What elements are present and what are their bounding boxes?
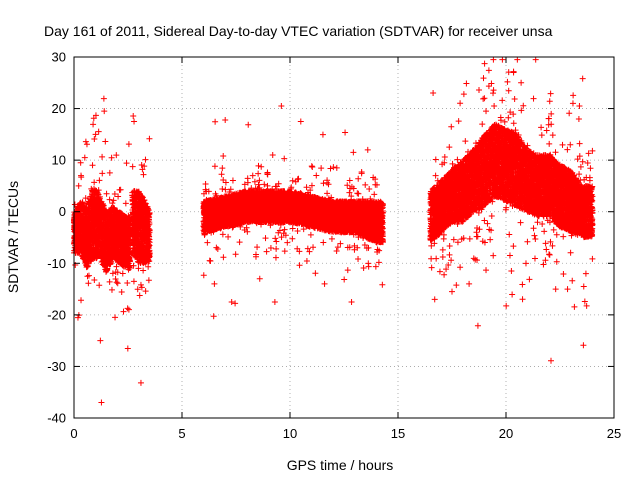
data-point bbox=[106, 169, 113, 176]
data-point bbox=[75, 182, 82, 189]
data-point bbox=[220, 153, 227, 160]
data-point bbox=[108, 286, 115, 293]
data-point bbox=[96, 282, 103, 289]
data-point bbox=[200, 272, 207, 279]
data-point bbox=[202, 181, 209, 188]
data-point bbox=[99, 170, 106, 177]
data-point bbox=[219, 185, 226, 192]
data-point bbox=[251, 178, 258, 185]
data-point bbox=[122, 200, 129, 207]
data-point bbox=[145, 277, 152, 284]
data-point bbox=[91, 277, 98, 284]
data-point bbox=[140, 171, 147, 178]
data-point bbox=[225, 233, 232, 240]
data-point bbox=[83, 141, 90, 148]
data-point bbox=[212, 118, 219, 125]
data-point bbox=[119, 270, 126, 277]
data-point bbox=[204, 239, 211, 246]
data-point bbox=[78, 297, 85, 304]
data-point bbox=[130, 113, 137, 120]
data-point bbox=[222, 117, 229, 124]
data-point bbox=[78, 174, 85, 181]
data-point bbox=[99, 153, 106, 160]
chart-title: Day 161 of 2011, Sidereal Day-to-day VTE… bbox=[44, 23, 553, 39]
data-point bbox=[125, 306, 132, 313]
data-point bbox=[96, 177, 103, 184]
grid-lines bbox=[74, 57, 614, 418]
data-point bbox=[130, 278, 137, 285]
data-point bbox=[82, 195, 89, 202]
data-point bbox=[77, 159, 84, 166]
data-point bbox=[227, 186, 234, 193]
data-point bbox=[219, 231, 226, 238]
data-point bbox=[123, 160, 130, 167]
data-point bbox=[106, 196, 113, 203]
data-point bbox=[125, 141, 132, 148]
data-point bbox=[245, 121, 252, 128]
data-point bbox=[142, 156, 149, 163]
data-point bbox=[91, 136, 98, 143]
data-point bbox=[71, 201, 78, 208]
data-point bbox=[113, 279, 120, 286]
data-point bbox=[91, 179, 98, 186]
data-point bbox=[218, 171, 225, 178]
data-point bbox=[129, 163, 136, 170]
data-point bbox=[102, 138, 109, 145]
data-point bbox=[103, 190, 110, 197]
data-point bbox=[213, 244, 220, 251]
data-point bbox=[146, 135, 153, 142]
data-point bbox=[117, 186, 124, 193]
data-point bbox=[220, 254, 227, 261]
data-point bbox=[210, 313, 217, 320]
data-point bbox=[118, 289, 125, 296]
data-point bbox=[85, 280, 92, 287]
data-point bbox=[207, 257, 214, 264]
data-point bbox=[109, 270, 116, 277]
data-point bbox=[90, 121, 97, 128]
data-point bbox=[232, 300, 239, 307]
data-point bbox=[110, 197, 117, 204]
data-point bbox=[236, 239, 243, 246]
data-point bbox=[120, 308, 127, 315]
data-point bbox=[232, 251, 239, 258]
data-point bbox=[142, 288, 149, 295]
data-point bbox=[229, 177, 236, 184]
data-point bbox=[249, 172, 256, 179]
data-point bbox=[124, 345, 131, 352]
data-point bbox=[219, 165, 226, 172]
data-point bbox=[84, 273, 91, 280]
data-point bbox=[106, 278, 113, 285]
data-point bbox=[214, 245, 221, 252]
data-point bbox=[211, 163, 218, 170]
data-point bbox=[89, 162, 96, 169]
data-point bbox=[137, 379, 144, 386]
data-point bbox=[85, 272, 92, 279]
data-point bbox=[136, 292, 143, 299]
data-point bbox=[82, 138, 89, 145]
data-point bbox=[124, 280, 131, 287]
data-point bbox=[124, 305, 131, 312]
data-points bbox=[71, 56, 596, 406]
data-point bbox=[109, 200, 116, 207]
data-point bbox=[254, 244, 261, 251]
data-point bbox=[100, 95, 107, 102]
data-point bbox=[79, 199, 86, 206]
data-point bbox=[95, 128, 102, 135]
